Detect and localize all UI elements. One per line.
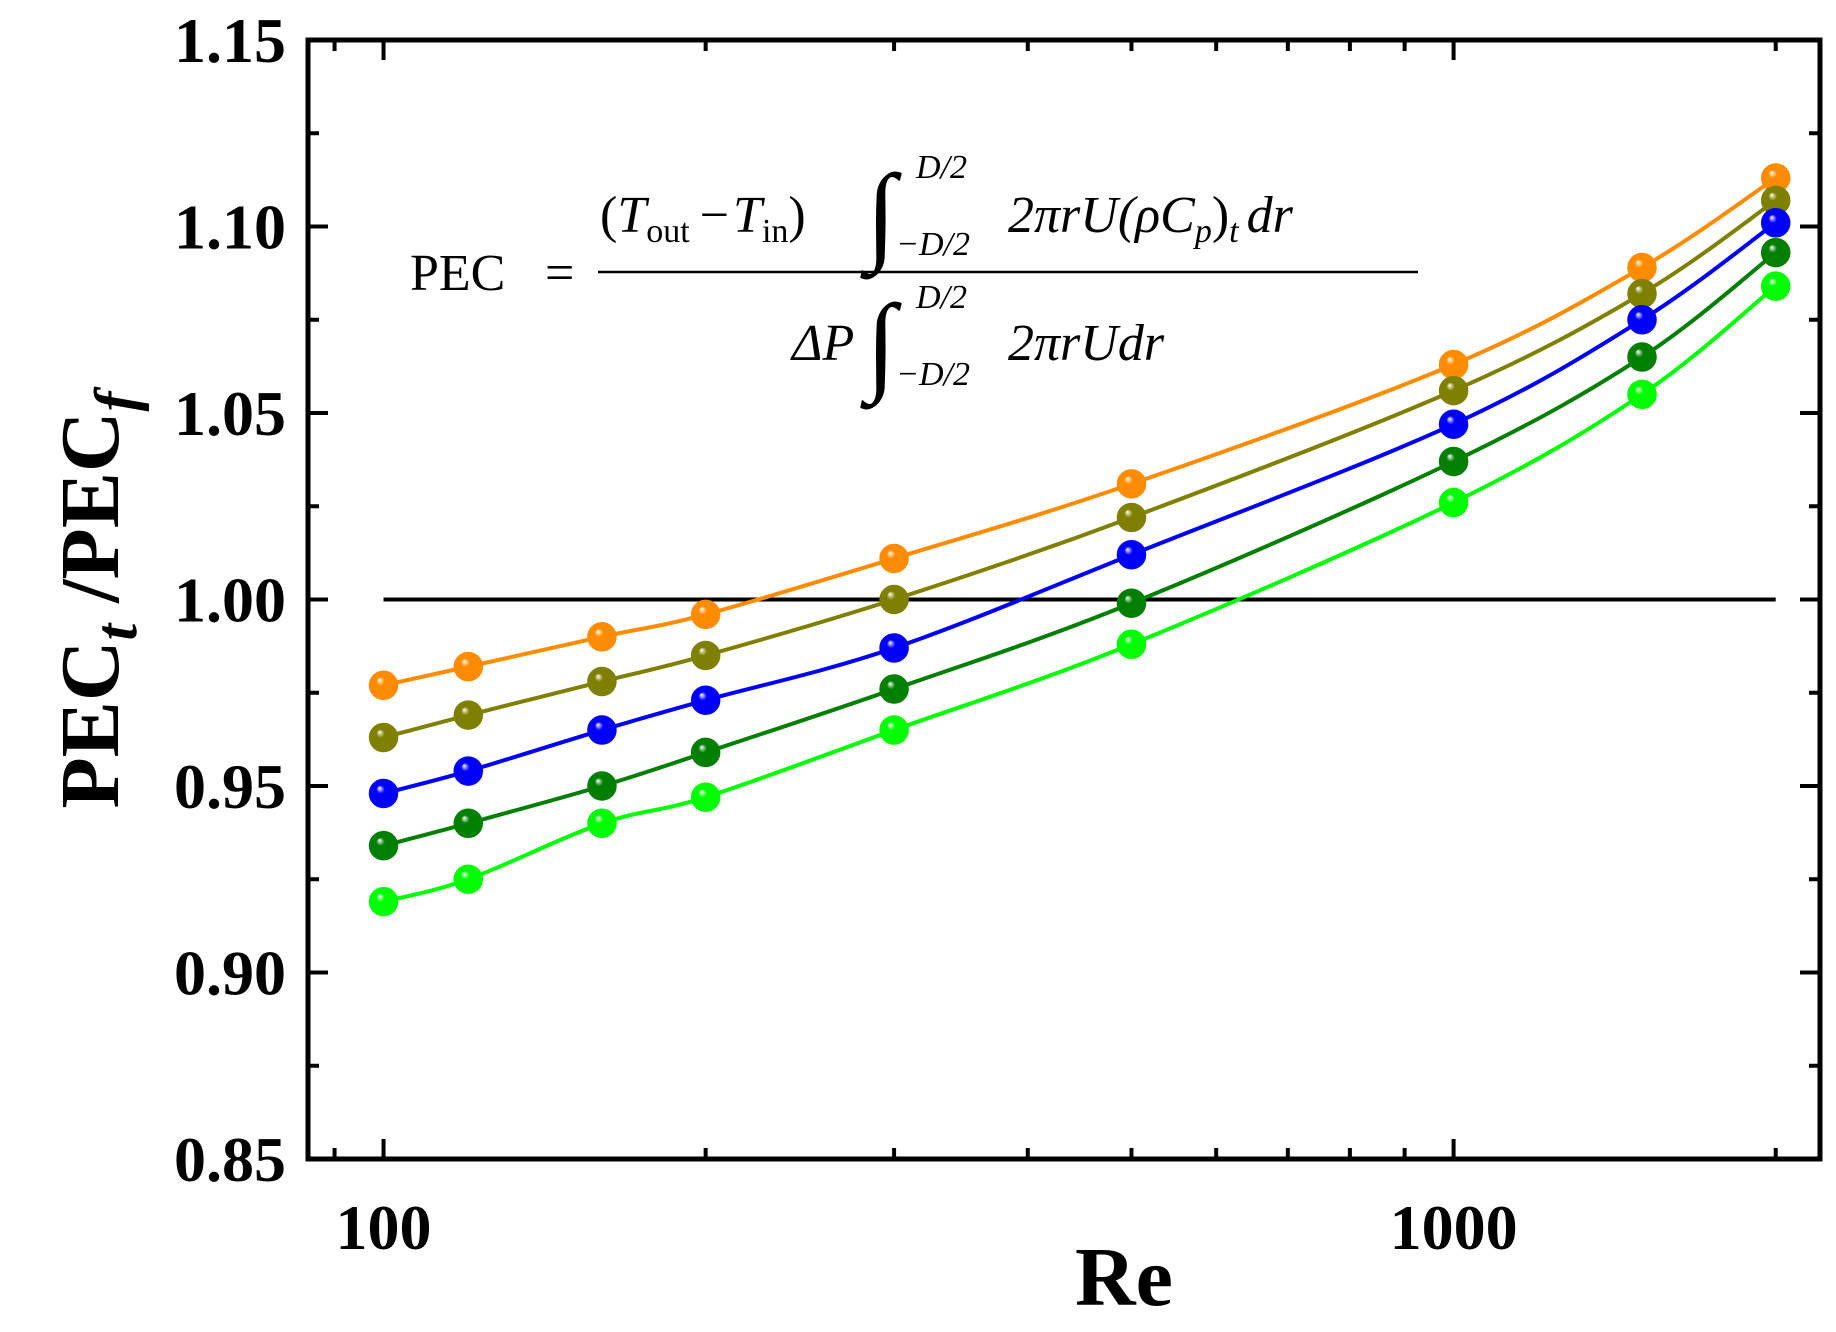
formula-dr-num: dr — [1247, 187, 1294, 244]
formula-numerator-integrand: 2πrU(ρCp)t dr — [1008, 187, 1294, 250]
data-point-dark-green — [1760, 237, 1791, 268]
formula-sub-t: t — [1229, 213, 1240, 250]
x-axis-title: Re — [1075, 1231, 1173, 1324]
series-line-olive — [383, 198, 1777, 740]
formula-delta-p: ΔP — [790, 315, 854, 372]
formula-T-out: T — [617, 187, 649, 244]
data-point-orange — [879, 543, 909, 574]
data-point-dark-green — [1627, 342, 1657, 372]
data-point-orange — [690, 599, 721, 630]
data-point-bright-green — [1438, 487, 1469, 518]
data-point-bright-green — [879, 715, 909, 745]
data-point-bright-green — [1627, 379, 1657, 410]
formula-lower-limit-num: −D/2 — [896, 226, 970, 263]
series-dark-green — [368, 237, 1791, 861]
data-point-orange — [453, 651, 484, 682]
data-point-bright-green — [587, 808, 617, 839]
y-tick-label: 1.05 — [174, 378, 286, 449]
data-point-dark-green — [1116, 588, 1147, 618]
formula-minus: − — [700, 187, 729, 244]
formula-sub-p: p — [1193, 213, 1212, 250]
data-point-olive — [1627, 278, 1657, 309]
x-tick-label: 100 — [336, 1192, 432, 1263]
formula-equals: = — [545, 245, 574, 302]
formula-upper-limit-den: D/2 — [915, 279, 967, 316]
formula-upper-limit-num: D/2 — [915, 149, 967, 186]
data-point-bright-green — [368, 886, 399, 917]
data-point-blue — [453, 756, 484, 786]
data-point-orange — [1116, 469, 1147, 499]
y-tick-label: 0.85 — [174, 1124, 286, 1195]
data-point-olive — [1116, 502, 1147, 533]
data-point-blue — [690, 685, 721, 715]
data-point-blue — [1627, 305, 1657, 335]
data-point-orange — [368, 670, 399, 701]
y-axis-title-slash: /PEC — [44, 411, 137, 623]
data-point-olive — [453, 700, 484, 730]
tick-labels: 0.85 0.90 0.95 1.00 1.05 1.10 1.15 100 1000 — [174, 5, 1518, 1263]
series-group — [368, 163, 1791, 917]
formula-close-paren: ) — [788, 187, 805, 244]
series-line-dark-green — [383, 251, 1777, 848]
series-line-blue — [383, 221, 1777, 796]
data-point-dark-green — [879, 674, 909, 704]
data-point-blue — [1760, 208, 1791, 238]
y-tick-label: 0.95 — [174, 751, 286, 822]
y-axis-title: PECt /PECf — [44, 386, 149, 808]
data-point-bright-green — [1760, 271, 1791, 301]
data-point-bright-green — [1116, 629, 1147, 660]
data-point-olive — [368, 722, 399, 753]
data-point-olive — [1438, 375, 1469, 406]
data-point-blue — [368, 778, 399, 809]
y-tick-label: 1.15 — [174, 5, 286, 76]
data-point-olive — [587, 666, 617, 697]
data-point-olive — [879, 584, 909, 615]
y-tick-label: 1.00 — [174, 565, 286, 636]
plot-frame — [305, 37, 1823, 1162]
series-blue — [368, 208, 1791, 809]
y-tick-label: 1.10 — [174, 192, 286, 263]
series-orange — [368, 163, 1791, 701]
formula-numerator-prefix: (Tout −Tin) — [600, 187, 806, 250]
data-point-blue — [1116, 539, 1147, 570]
data-point-bright-green — [690, 782, 721, 812]
data-point-dark-green — [368, 830, 399, 861]
data-point-blue — [587, 715, 617, 745]
y-tick-label: 0.90 — [174, 938, 286, 1009]
formula-sub-out: out — [646, 213, 690, 250]
formula-integral-num: ∫ — [860, 152, 902, 280]
data-point-orange — [587, 622, 617, 652]
data-point-dark-green — [453, 808, 484, 839]
formula-denominator-integrand: 2πrUdr — [1008, 315, 1165, 372]
data-point-dark-green — [1438, 446, 1469, 477]
formula-open-paren: ( — [600, 187, 617, 244]
data-point-orange — [1627, 252, 1657, 283]
y-axis-title-sub-t: t — [83, 622, 149, 641]
data-point-dark-green — [587, 771, 617, 801]
formula-T-in: T — [733, 187, 765, 244]
data-point-olive — [690, 640, 721, 671]
data-point-blue — [1438, 409, 1469, 439]
formula-integral-den: ∫ — [860, 282, 902, 410]
data-point-blue — [879, 633, 909, 663]
y-axis-title-main: PEC — [44, 641, 137, 809]
formula-lhs: PEC — [410, 245, 505, 302]
x-tick-label: 1000 — [1390, 1192, 1518, 1263]
series-line-orange — [383, 176, 1777, 688]
series-line-bright-green — [383, 284, 1777, 904]
data-point-bright-green — [453, 864, 484, 894]
formula-close-paren-2: ) — [1212, 187, 1229, 244]
series-olive — [368, 185, 1791, 753]
formula-integrand-main: 2πrU(ρC — [1008, 187, 1196, 244]
formula-sub-in: in — [762, 213, 788, 250]
formula-annotation: PEC = (Tout −Tin) ∫ D/2 −D/2 2πrU(ρCp)t dr… — [410, 149, 1418, 410]
formula-lower-limit-den: −D/2 — [896, 356, 970, 393]
data-point-orange — [1438, 349, 1469, 380]
series-bright-green — [368, 271, 1791, 917]
data-point-dark-green — [690, 737, 721, 768]
